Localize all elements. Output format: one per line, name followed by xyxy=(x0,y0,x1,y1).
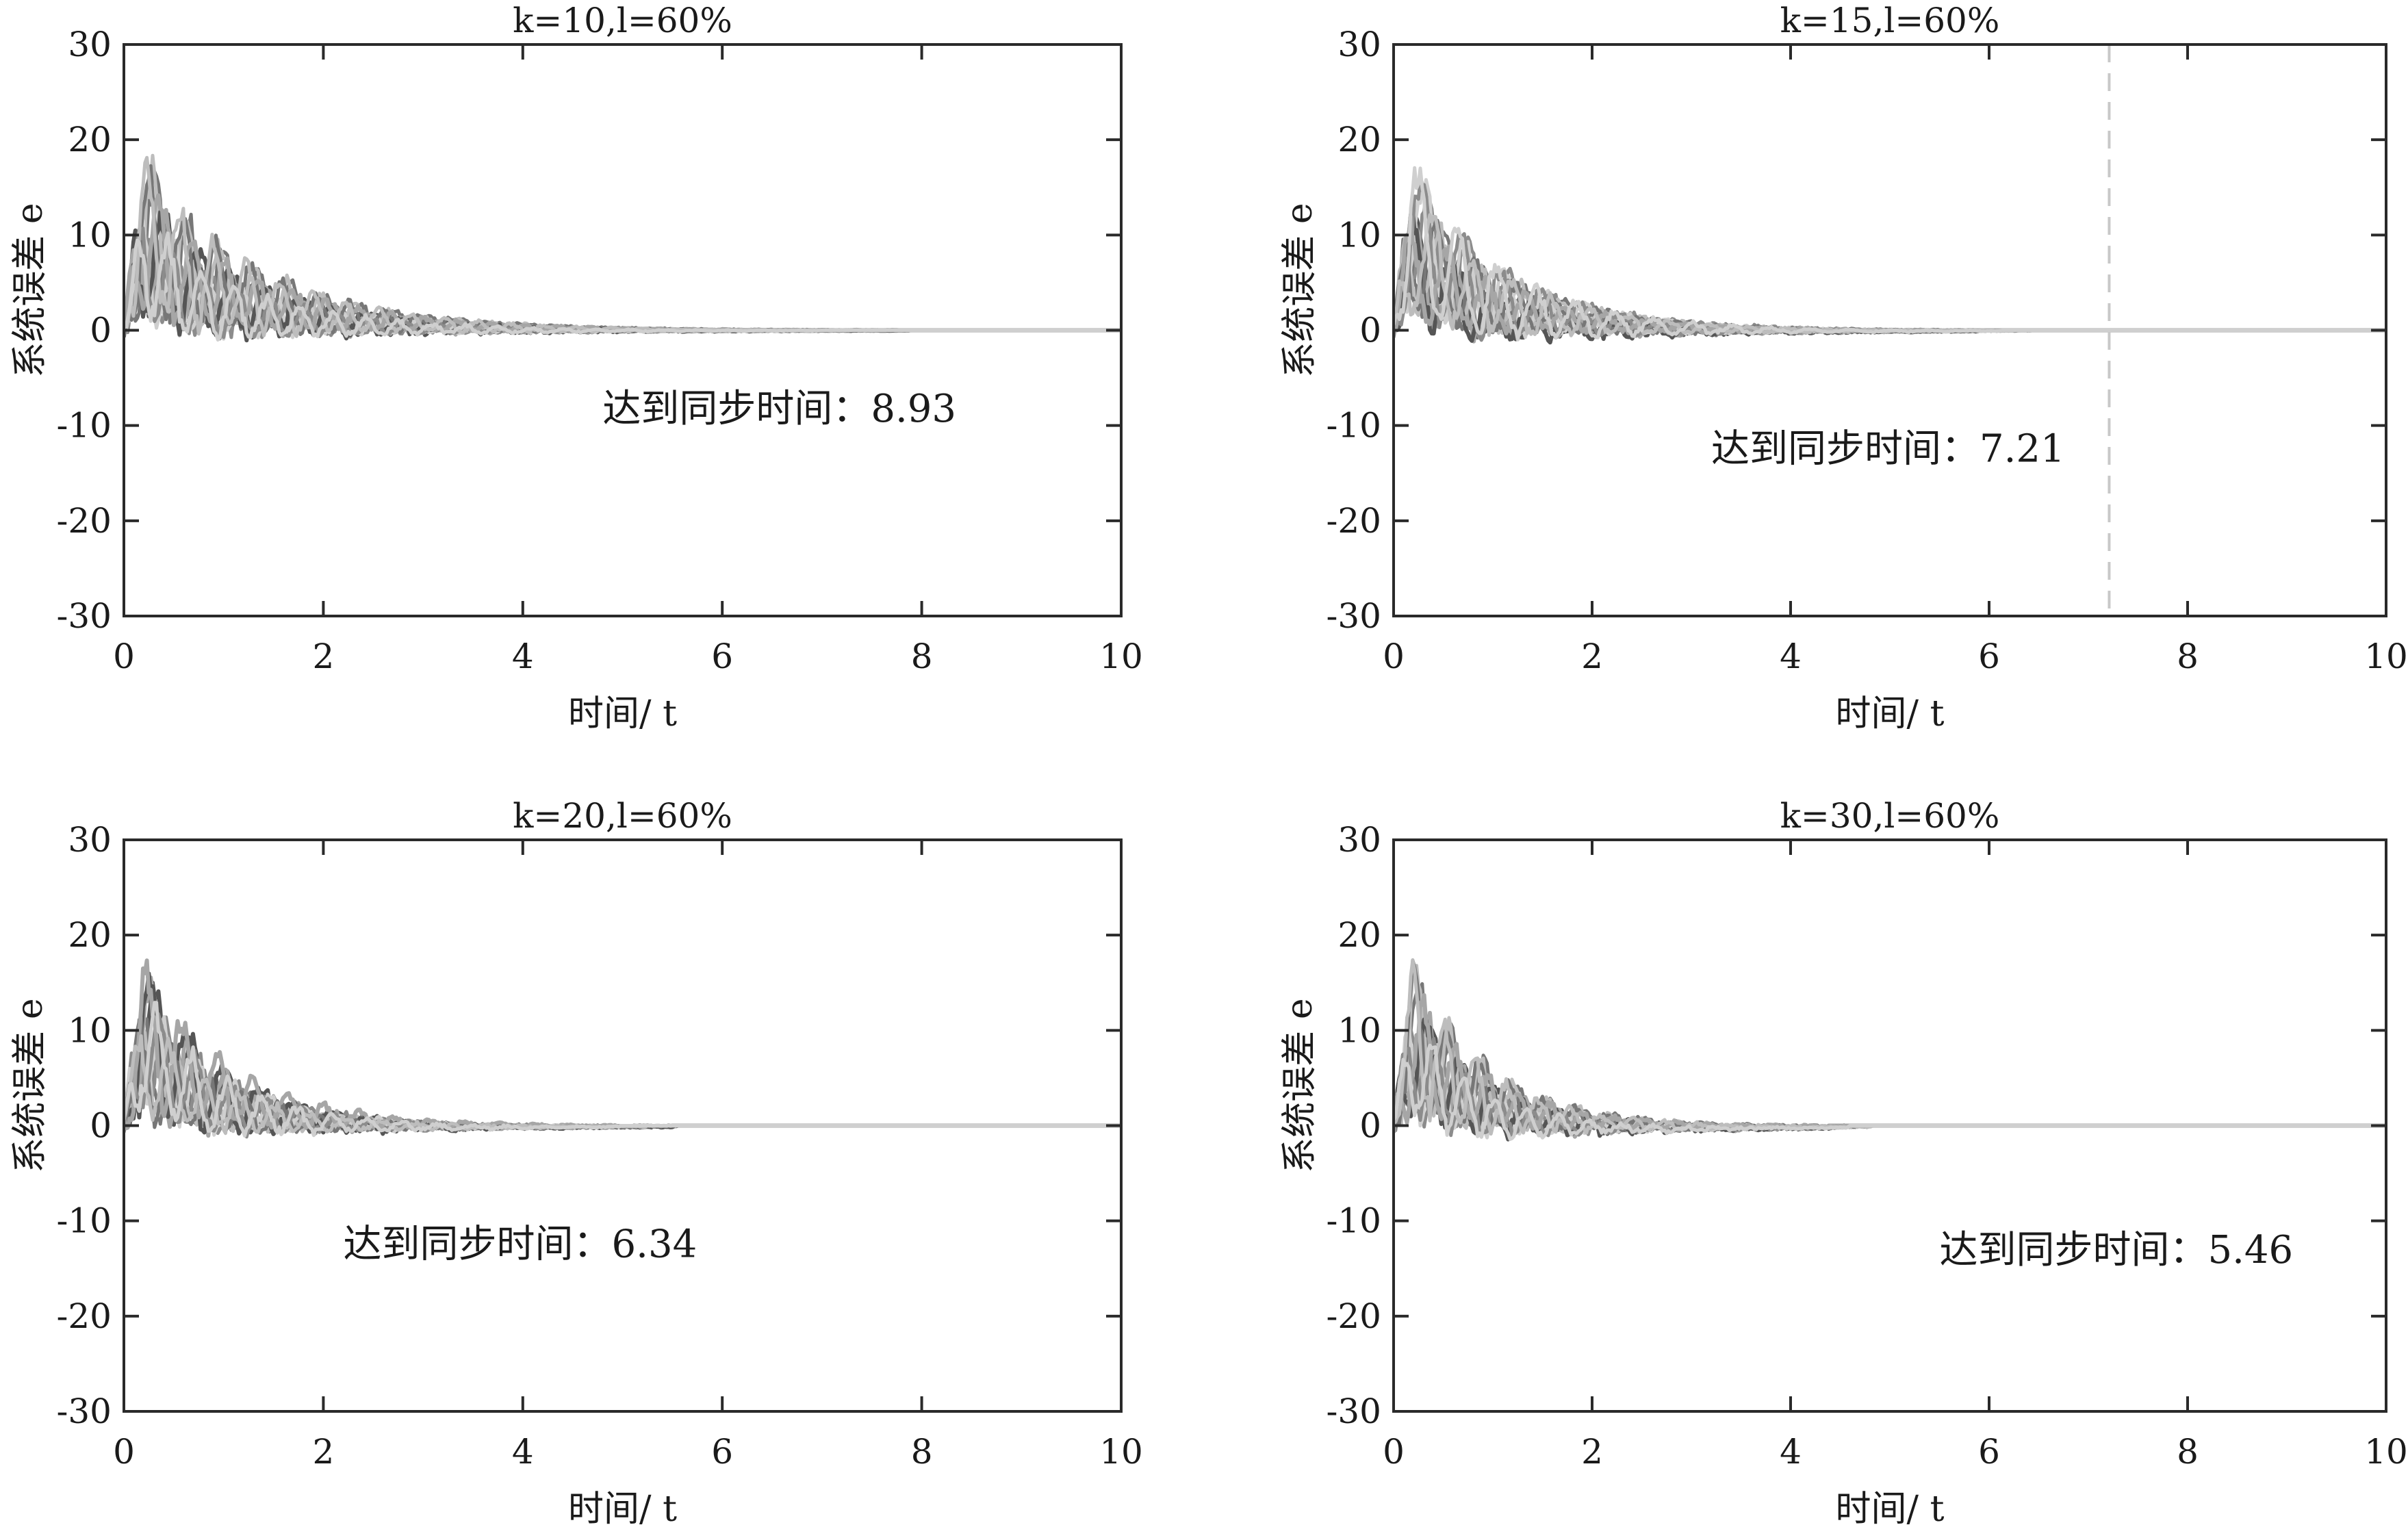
x-axis-title: 时间/ t xyxy=(568,1489,677,1525)
series-group xyxy=(124,153,1121,343)
y-tick-label: 30 xyxy=(68,820,112,860)
x-tick-label: 8 xyxy=(911,1432,933,1472)
y-tick-label: -30 xyxy=(1326,596,1381,636)
y-tick-label: -10 xyxy=(56,1201,112,1241)
y-tick-label: -10 xyxy=(1326,1201,1381,1241)
y-tick-label: 20 xyxy=(1337,915,1381,955)
y-tick-label: -10 xyxy=(1326,406,1381,446)
series-group xyxy=(124,958,1121,1139)
x-tick-label: 10 xyxy=(2364,1432,2408,1472)
x-tick-label: 8 xyxy=(2177,1432,2199,1472)
x-tick-label: 0 xyxy=(113,1432,135,1472)
x-tick-label: 8 xyxy=(2177,637,2199,676)
y-tick-label: 0 xyxy=(1359,1106,1381,1146)
y-axis-title: 系统误差 e xyxy=(10,998,51,1172)
series-group xyxy=(1394,166,2386,345)
y-tick-label: 10 xyxy=(68,1010,112,1050)
y-tick-label: 30 xyxy=(1337,25,1381,64)
x-tick-label: 8 xyxy=(911,637,933,676)
y-tick-label: -30 xyxy=(56,596,112,636)
x-axis-title: 时间/ t xyxy=(568,693,677,734)
x-tick-label: 4 xyxy=(512,637,534,676)
y-tick-label: 10 xyxy=(68,215,112,255)
x-tick-label: 0 xyxy=(113,637,135,676)
sync-time-annotation: 达到同步时间：6.34 xyxy=(344,1222,697,1267)
x-tick-label: 2 xyxy=(1581,637,1603,676)
series-line-12 xyxy=(1394,166,2386,342)
x-axis-title: 时间/ t xyxy=(1836,1489,1945,1525)
x-tick-label: 6 xyxy=(711,637,733,676)
x-axis-title: 时间/ t xyxy=(1836,693,1945,734)
y-tick-label: -10 xyxy=(56,406,112,446)
y-tick-label: -30 xyxy=(1326,1392,1381,1431)
chart-title: k=10,l=60% xyxy=(513,1,732,40)
x-tick-label: 6 xyxy=(1978,637,2000,676)
y-tick-label: 10 xyxy=(1337,215,1381,255)
x-tick-label: 4 xyxy=(1780,637,1802,676)
x-tick-label: 0 xyxy=(1383,1432,1405,1472)
x-tick-label: 0 xyxy=(1383,637,1405,676)
chart-title: k=20,l=60% xyxy=(513,796,732,836)
x-tick-label: 2 xyxy=(312,637,334,676)
x-tick-label: 6 xyxy=(1978,1432,2000,1472)
x-tick-label: 4 xyxy=(1780,1432,1802,1472)
series-line-12 xyxy=(1394,1043,2386,1141)
series-line-12 xyxy=(124,231,1121,342)
y-tick-label: 0 xyxy=(1359,311,1381,350)
x-tick-label: 10 xyxy=(1099,637,1143,676)
sync-time-annotation: 达到同步时间：8.93 xyxy=(602,387,956,431)
y-tick-label: 20 xyxy=(68,120,112,159)
chart-title: k=15,l=60% xyxy=(1780,1,2000,40)
sync-time-annotation: 达到同步时间：7.21 xyxy=(1711,427,2065,472)
y-tick-label: 0 xyxy=(90,1106,112,1146)
x-tick-label: 2 xyxy=(1581,1432,1603,1472)
y-axis-title: 系统误差 e xyxy=(1279,203,1320,377)
y-tick-label: 0 xyxy=(90,311,112,350)
y-tick-label: 20 xyxy=(68,915,112,955)
chart-title: k=30,l=60% xyxy=(1780,796,2000,836)
y-axis-title: 系统误差 e xyxy=(1279,998,1320,1172)
y-tick-label: -20 xyxy=(56,1296,112,1336)
sync-time-annotation: 达到同步时间：5.46 xyxy=(1940,1228,2294,1272)
y-axis-title: 系统误差 e xyxy=(10,203,51,377)
y-tick-label: 30 xyxy=(68,25,112,64)
y-tick-label: 30 xyxy=(1337,820,1381,860)
series-group xyxy=(1394,958,2386,1142)
x-tick-label: 4 xyxy=(512,1432,534,1472)
y-tick-label: -20 xyxy=(1326,501,1381,541)
y-tick-label: 20 xyxy=(1337,120,1381,159)
x-tick-label: 6 xyxy=(711,1432,733,1472)
y-tick-label: -20 xyxy=(1326,1296,1381,1336)
series-line-12 xyxy=(124,1001,1121,1138)
y-tick-label: 10 xyxy=(1337,1010,1381,1050)
x-tick-label: 10 xyxy=(2364,637,2408,676)
y-tick-label: -30 xyxy=(56,1392,112,1431)
x-tick-label: 2 xyxy=(312,1432,334,1472)
x-tick-label: 10 xyxy=(1099,1432,1143,1472)
y-tick-label: -20 xyxy=(56,501,112,541)
